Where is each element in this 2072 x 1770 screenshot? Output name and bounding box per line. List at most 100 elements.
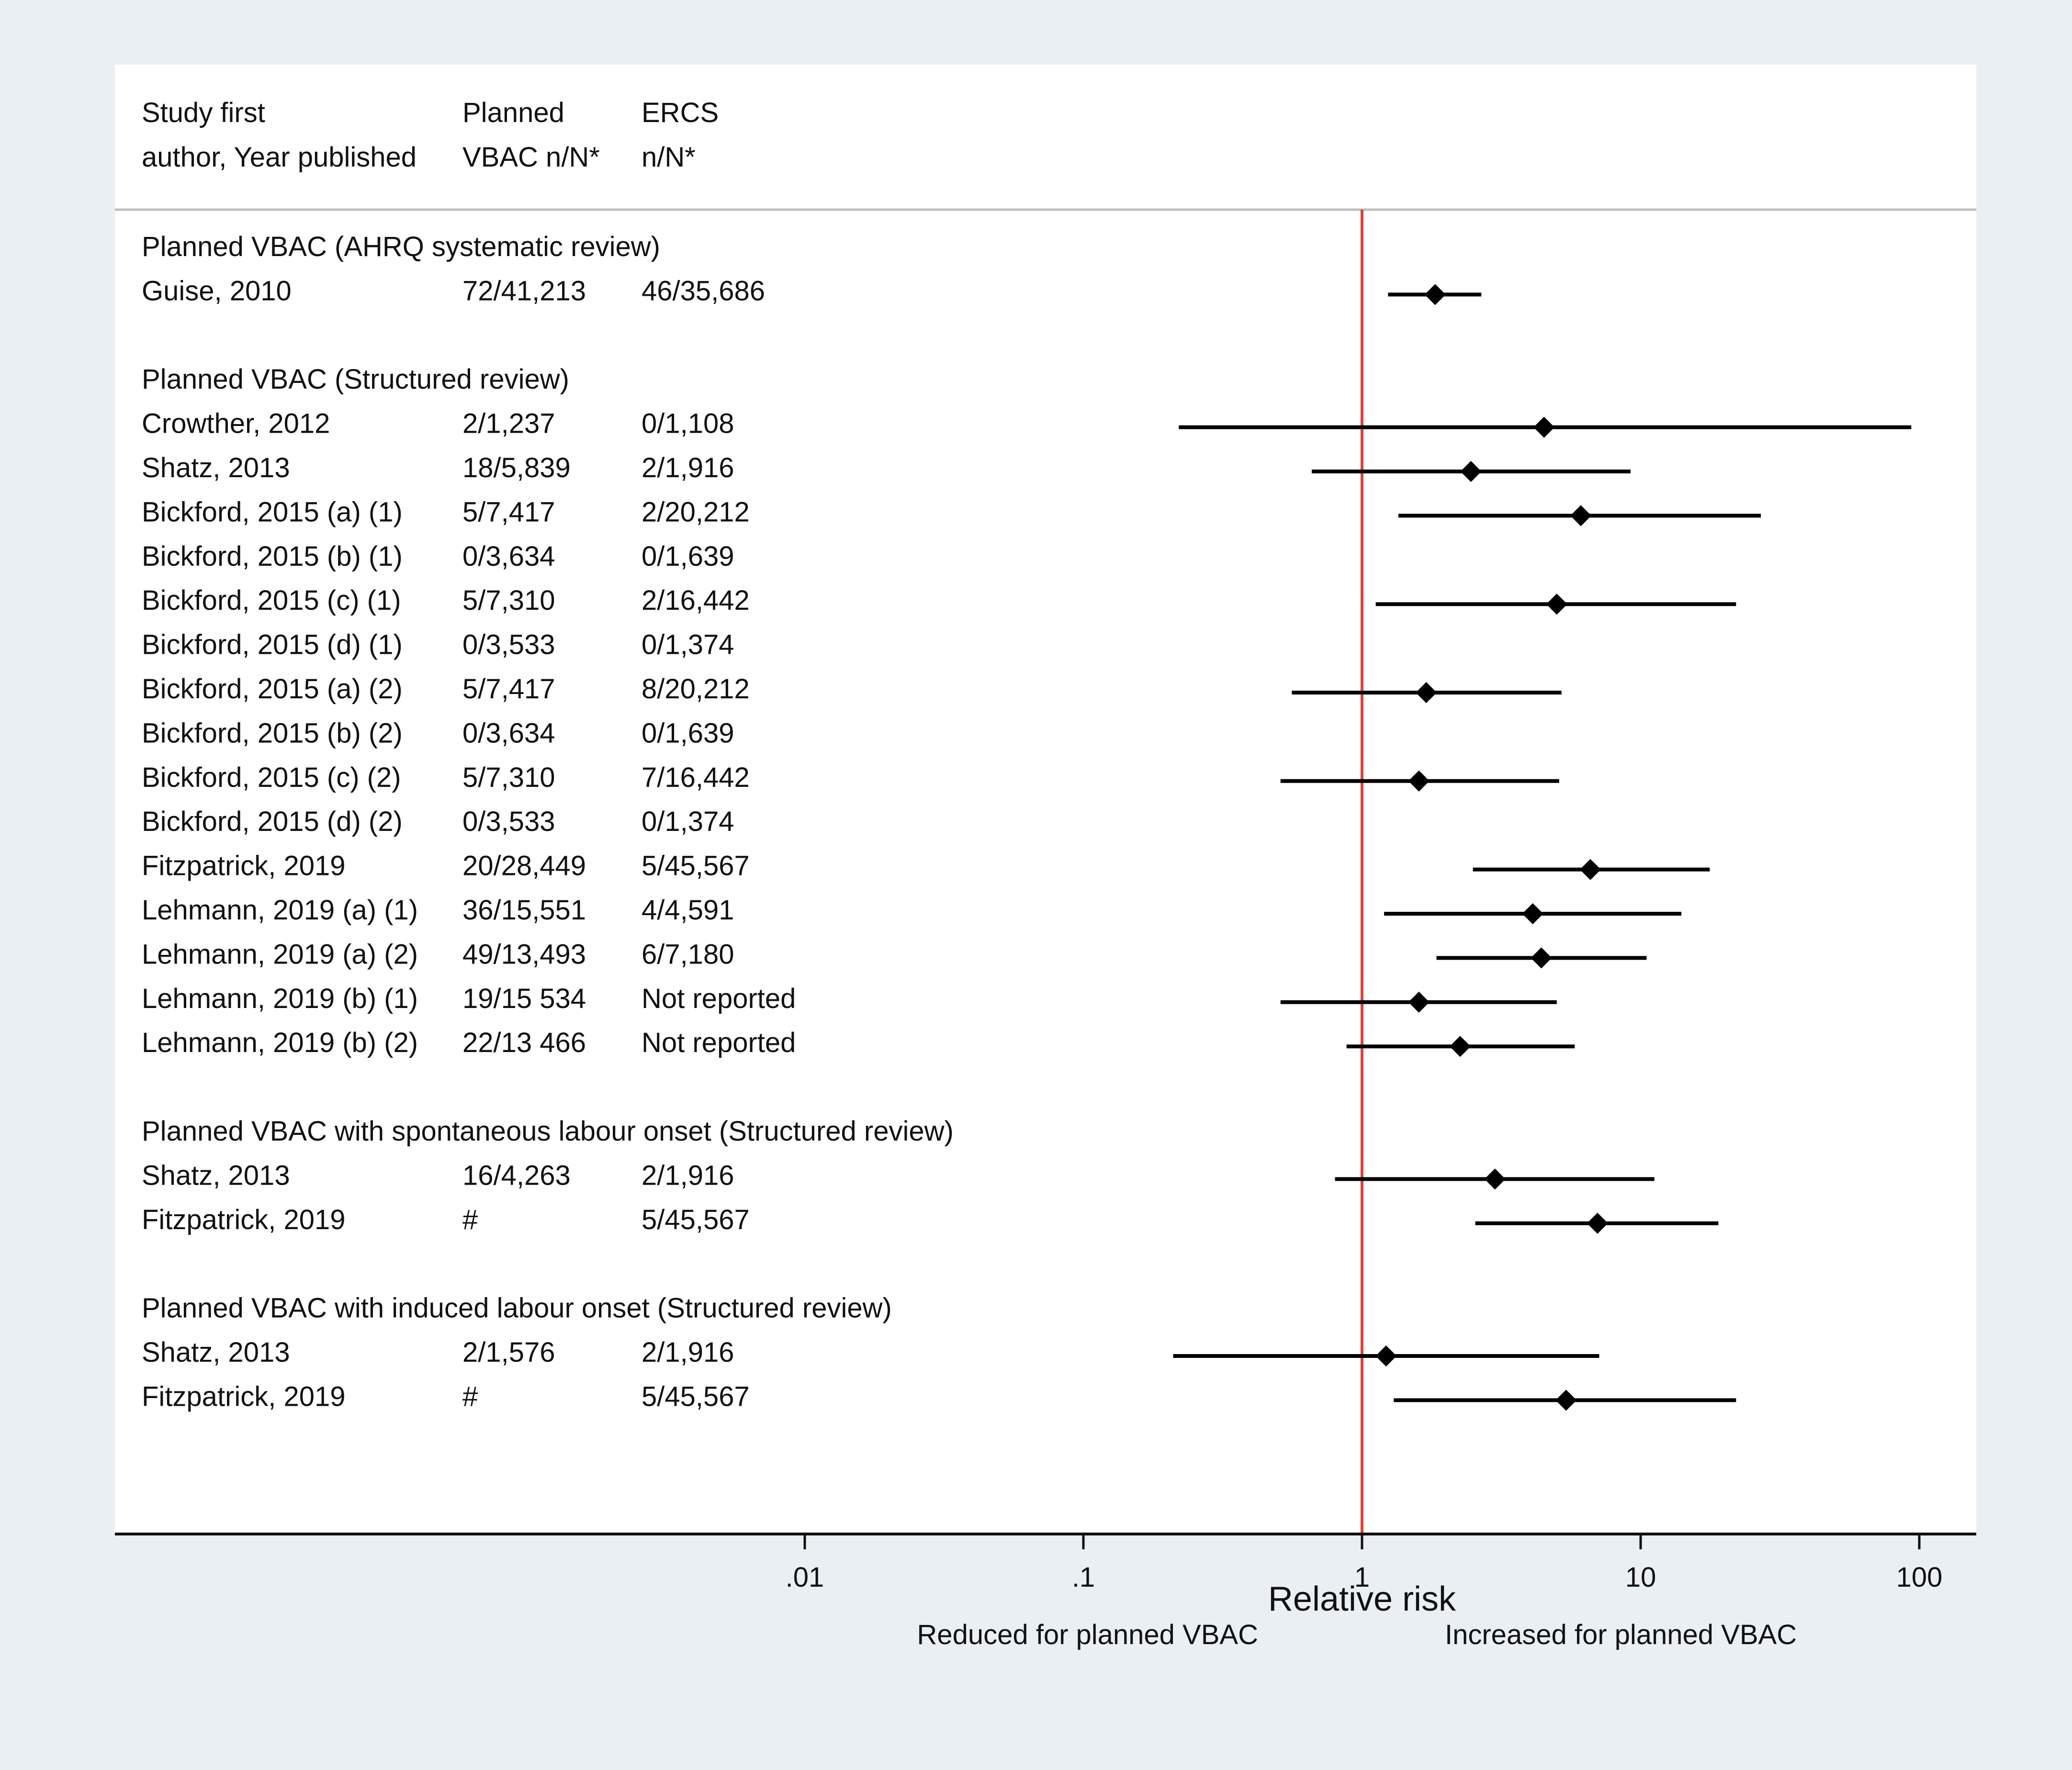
point-estimate-marker	[1531, 947, 1552, 969]
vbac-count: 36/15,551	[462, 895, 586, 926]
study-name: Bickford, 2015 (b) (2)	[142, 717, 403, 749]
ercs-count: Not reported	[642, 983, 796, 1014]
ercs-count: 6/7,180	[642, 939, 734, 970]
ercs-count: 0/1,374	[642, 806, 734, 837]
ercs-count: 2/1,916	[642, 452, 734, 483]
study-name: Fitzpatrick, 2019	[142, 1381, 346, 1412]
table-header: Study first author, Year published Planned…	[142, 97, 719, 173]
study-name: Bickford, 2015 (d) (1)	[142, 629, 403, 661]
column-header-ercs: ERCS	[642, 97, 719, 128]
x-tick-label: .1	[1072, 1562, 1095, 1593]
group-heading: Planned VBAC (Structured review)	[142, 364, 569, 395]
point-estimate-marker	[1522, 903, 1543, 924]
effect-estimates	[1173, 210, 1912, 1534]
vbac-count: 18/5,839	[462, 452, 571, 483]
vbac-count: #	[462, 1204, 478, 1235]
point-estimate-marker	[1375, 1345, 1397, 1367]
x-axis-title: Relative risk	[1268, 1580, 1456, 1618]
ercs-count: 0/1,639	[642, 541, 734, 572]
vbac-count: 0/3,533	[462, 806, 555, 837]
group-heading: Planned VBAC (AHRQ systematic review)	[142, 231, 660, 262]
study-name: Guise, 2010	[142, 275, 292, 306]
vbac-count: 49/13,493	[462, 939, 586, 970]
study-name: Bickford, 2015 (b) (1)	[142, 541, 403, 572]
column-header-ercs: n/N*	[642, 142, 696, 173]
study-name: Lehmann, 2019 (a) (1)	[142, 895, 418, 926]
point-estimate-marker	[1484, 1168, 1506, 1190]
vbac-count: #	[462, 1381, 478, 1412]
study-name: Bickford, 2015 (d) (2)	[142, 806, 403, 837]
ercs-count: 2/16,442	[642, 585, 750, 616]
vbac-count: 19/15 534	[462, 983, 586, 1014]
study-name: Shatz, 2013	[142, 1337, 290, 1368]
study-name: Bickford, 2015 (a) (2)	[142, 673, 403, 705]
vbac-count: 5/7,417	[462, 673, 555, 705]
direction-label-increased: Increased for planned VBAC	[1445, 1619, 1797, 1650]
ercs-count: 2/20,212	[642, 496, 750, 527]
ercs-count: 5/45,567	[642, 1381, 750, 1412]
group-heading: Planned VBAC with spontaneous labour ons…	[142, 1116, 954, 1147]
point-estimate-marker	[1587, 1212, 1608, 1234]
vbac-count: 2/1,237	[462, 408, 555, 439]
ercs-count: 4/4,591	[642, 895, 734, 926]
study-name: Shatz, 2013	[142, 1160, 290, 1191]
study-name: Shatz, 2013	[142, 452, 290, 483]
x-axis: .01 .1 1 10 100 Relative risk Reduced for plan…	[115, 1533, 1976, 1650]
vbac-count: 0/3,634	[462, 717, 555, 749]
vbac-count: 22/13 466	[462, 1027, 586, 1058]
x-tick-label: .01	[786, 1562, 824, 1593]
study-name: Bickford, 2015 (c) (1)	[142, 585, 401, 616]
plot-background	[115, 65, 1976, 1534]
ercs-count: 5/45,567	[642, 1204, 750, 1235]
ercs-count: 0/1,374	[642, 629, 734, 661]
point-estimate-marker	[1424, 284, 1446, 305]
vbac-count: 16/4,263	[462, 1160, 571, 1191]
ercs-count: 7/16,442	[642, 762, 750, 793]
vbac-count: 5/7,310	[462, 762, 555, 793]
group-heading: Planned VBAC with induced labour onset (…	[142, 1293, 892, 1324]
ercs-count: Not reported	[642, 1027, 796, 1058]
vbac-count: 2/1,576	[462, 1337, 555, 1368]
ercs-count: 46/35,686	[642, 275, 765, 306]
vbac-count: 5/7,310	[462, 585, 555, 616]
column-header-study: Study first	[142, 97, 265, 128]
point-estimate-marker	[1555, 1389, 1577, 1411]
column-header-vbac: VBAC n/N*	[462, 142, 600, 173]
x-tick-label: 1	[1354, 1562, 1370, 1593]
column-header-vbac: Planned	[462, 97, 564, 128]
ercs-count: 8/20,212	[642, 673, 750, 705]
point-estimate-marker	[1546, 594, 1567, 615]
vbac-count: 0/3,634	[462, 541, 555, 572]
ercs-count: 2/1,916	[642, 1337, 734, 1368]
study-name: Lehmann, 2019 (b) (2)	[142, 1027, 418, 1058]
point-estimate-marker	[1416, 682, 1437, 703]
point-estimate-marker	[1579, 859, 1601, 880]
direction-label-reduced: Reduced for planned VBAC	[917, 1619, 1258, 1650]
study-name: Bickford, 2015 (a) (1)	[142, 496, 403, 527]
point-estimate-marker	[1570, 505, 1592, 527]
vbac-count: 0/3,533	[462, 629, 555, 661]
study-name: Lehmann, 2019 (b) (1)	[142, 983, 418, 1014]
vbac-count: 5/7,417	[462, 496, 555, 527]
column-header-study: author, Year published	[142, 142, 417, 173]
point-estimate-marker	[1460, 461, 1482, 482]
point-estimate-marker	[1408, 770, 1430, 792]
point-estimate-marker	[1533, 416, 1555, 438]
vbac-count: 72/41,213	[462, 275, 586, 306]
study-name: Fitzpatrick, 2019	[142, 1204, 346, 1235]
study-name: Fitzpatrick, 2019	[142, 851, 346, 882]
point-estimate-marker	[1408, 991, 1430, 1013]
ercs-count: 0/1,639	[642, 717, 734, 749]
vbac-count: 20/28,449	[462, 851, 586, 882]
ercs-count: 5/45,567	[642, 851, 750, 882]
x-tick-label: 10	[1625, 1562, 1656, 1593]
x-tick-label: 100	[1896, 1562, 1943, 1593]
ercs-count: 0/1,108	[642, 408, 734, 439]
ercs-count: 2/1,916	[642, 1160, 734, 1191]
study-name: Bickford, 2015 (c) (2)	[142, 762, 401, 793]
study-rows: Planned VBAC (AHRQ systematic review) Gui…	[142, 231, 954, 1412]
study-name: Crowther, 2012	[142, 408, 330, 439]
point-estimate-marker	[1449, 1036, 1471, 1057]
